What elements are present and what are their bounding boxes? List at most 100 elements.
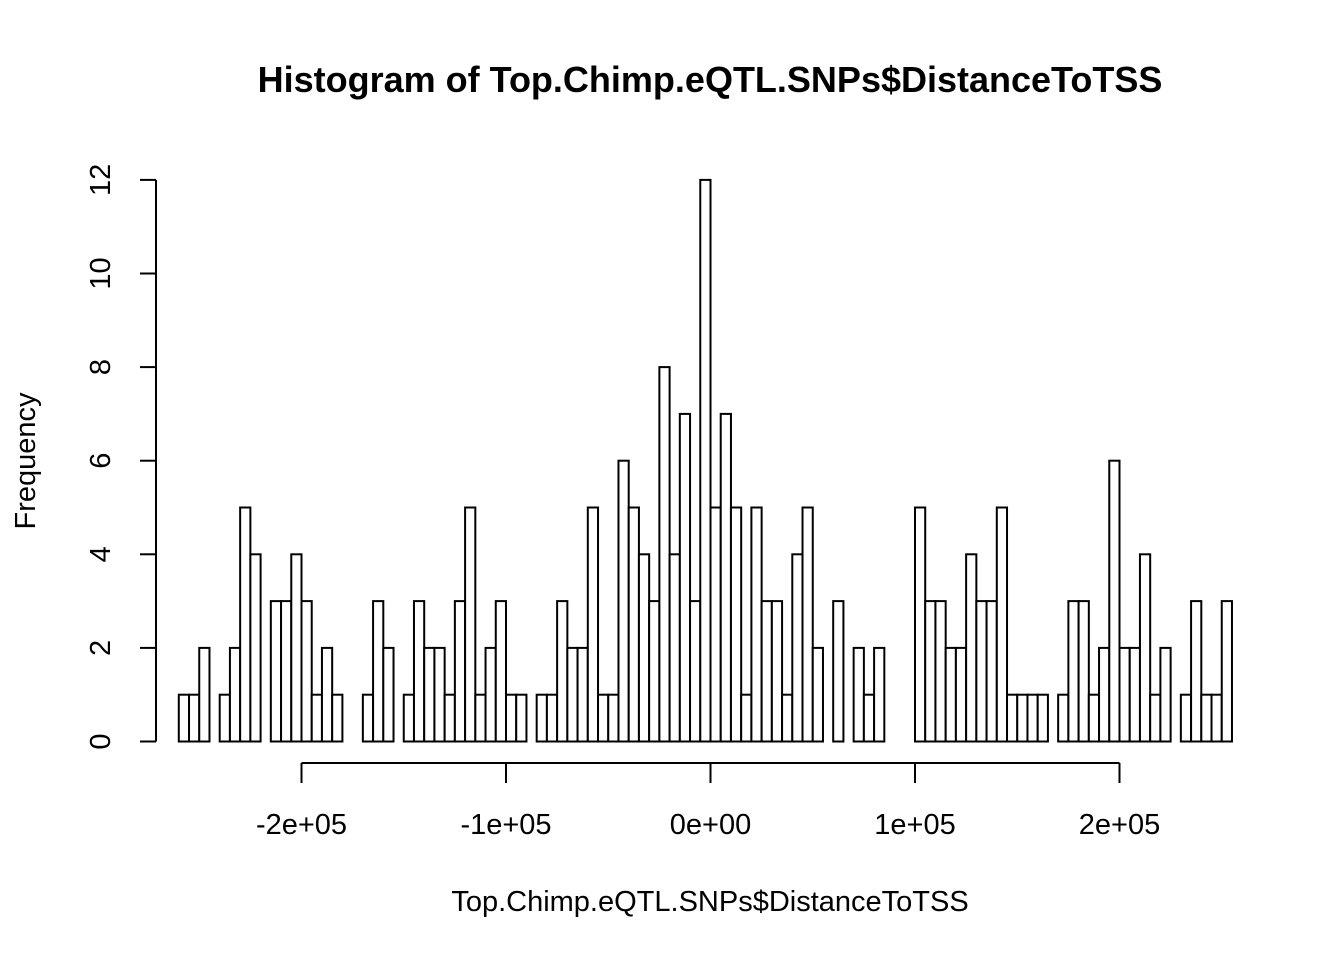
y-axis-label: Frequency — [10, 392, 42, 530]
histogram-bar — [474, 693, 487, 743]
histogram-bar — [924, 600, 937, 743]
x-tick-label: 1e+05 — [874, 809, 955, 841]
histogram-bar — [914, 506, 927, 743]
histogram-bar — [770, 600, 784, 743]
histogram-bar — [177, 693, 191, 743]
y-axis: 0 2 4 6 8 10 12 — [85, 164, 157, 750]
histogram-bar — [1108, 459, 1121, 743]
x-tick-label: 2e+05 — [1079, 809, 1160, 841]
histogram-bar — [637, 553, 651, 743]
histogram-bar — [228, 646, 242, 743]
y-tick-label: 0 — [85, 733, 117, 749]
histogram-bar — [545, 693, 559, 743]
histogram-bar — [597, 693, 610, 743]
histogram-bar — [699, 178, 712, 743]
histogram-bar — [1128, 646, 1141, 743]
histogram-bar — [740, 693, 753, 743]
histogram-bar — [658, 366, 671, 743]
histogram-bar — [791, 553, 804, 743]
histogram-bar — [944, 646, 957, 743]
histogram-bar — [1057, 693, 1070, 743]
histogram-bar — [811, 646, 824, 743]
histogram-bar — [433, 646, 446, 743]
histogram-bar — [494, 600, 507, 743]
histogram-bar — [648, 600, 661, 743]
histogram-bar — [453, 600, 467, 743]
y-tick-label: 2 — [85, 640, 117, 656]
histogram-bar — [617, 459, 630, 743]
histogram-bar — [566, 646, 579, 743]
histogram-bar — [1077, 600, 1090, 743]
x-tick-label: 0e+00 — [670, 809, 751, 841]
histogram-bar — [627, 506, 640, 743]
histogram-bar — [709, 506, 722, 743]
x-axis-label: Top.Chimp.eQTL.SNPs$DistanceToTSS — [451, 886, 968, 918]
histogram-bar — [188, 693, 201, 743]
histogram-bar — [382, 646, 395, 743]
histogram-bar — [760, 600, 773, 743]
bars-group — [177, 178, 1233, 743]
histogram-bar — [372, 600, 385, 743]
histogram-bar — [1006, 693, 1019, 743]
histogram-bar — [1200, 693, 1213, 743]
histogram-bar — [668, 553, 681, 743]
x-tick-label: -2e+05 — [256, 809, 347, 841]
y-tick-label: 8 — [85, 359, 117, 375]
histogram-bar — [1016, 693, 1029, 743]
histogram-bar — [535, 693, 548, 743]
histogram-bar — [300, 600, 313, 743]
histogram-bar — [464, 506, 477, 743]
histogram-bar — [1179, 693, 1193, 743]
histogram-bar — [1026, 693, 1039, 743]
histogram-bar — [1118, 646, 1131, 743]
histogram-bar — [402, 693, 415, 743]
histogram-bar — [678, 412, 692, 743]
y-tick-label: 6 — [85, 453, 117, 469]
histogram-bar — [280, 600, 293, 743]
histogram-bar — [423, 646, 436, 743]
histogram-bar — [1220, 600, 1233, 743]
histogram-bar — [862, 693, 876, 743]
histogram-bar — [832, 600, 845, 743]
histogram-bar — [1210, 693, 1223, 743]
histogram-bar — [239, 506, 252, 743]
histogram-bar — [443, 693, 456, 743]
histogram-bar — [965, 553, 978, 743]
histogram-bar — [290, 553, 303, 743]
x-axis: -2e+05 -1e+05 0e+00 1e+05 2e+05 — [256, 762, 1160, 841]
histogram-bar — [331, 693, 344, 743]
histogram-bar — [515, 693, 528, 743]
y-tick-label: 10 — [85, 257, 117, 289]
histogram-bar — [750, 506, 763, 743]
histogram-bar — [1149, 693, 1162, 743]
histogram-bar — [484, 646, 497, 743]
histogram-bar — [505, 693, 518, 743]
y-tick-label: 4 — [85, 546, 117, 562]
histogram-bar — [556, 600, 569, 743]
chart-title: Histogram of Top.Chimp.eQTL.SNPs$Distanc… — [258, 59, 1163, 100]
histogram-bar — [995, 506, 1009, 743]
histogram-bar — [781, 693, 794, 743]
histogram-bar — [1190, 600, 1203, 743]
histogram-bar — [801, 506, 814, 743]
histogram-bar — [1159, 646, 1172, 743]
histogram-bar — [218, 693, 231, 743]
histogram-bar — [310, 693, 323, 743]
histogram-bar — [729, 506, 743, 743]
histogram-bar — [1098, 646, 1111, 743]
x-tick-label: -1e+05 — [460, 809, 551, 841]
histogram-bar — [198, 646, 211, 743]
histogram-bar — [1036, 693, 1049, 743]
histogram-bar — [985, 600, 998, 743]
histogram-bar — [269, 600, 283, 743]
histogram-bar — [1138, 553, 1152, 743]
histogram-bar — [586, 506, 600, 743]
histogram-bar — [412, 600, 426, 743]
histogram-bar — [719, 412, 732, 743]
histogram-bar — [361, 693, 375, 743]
histogram-bar — [320, 646, 334, 743]
histogram-bar — [934, 600, 947, 743]
histogram-bar — [1087, 693, 1101, 743]
histogram-bar — [249, 553, 262, 743]
